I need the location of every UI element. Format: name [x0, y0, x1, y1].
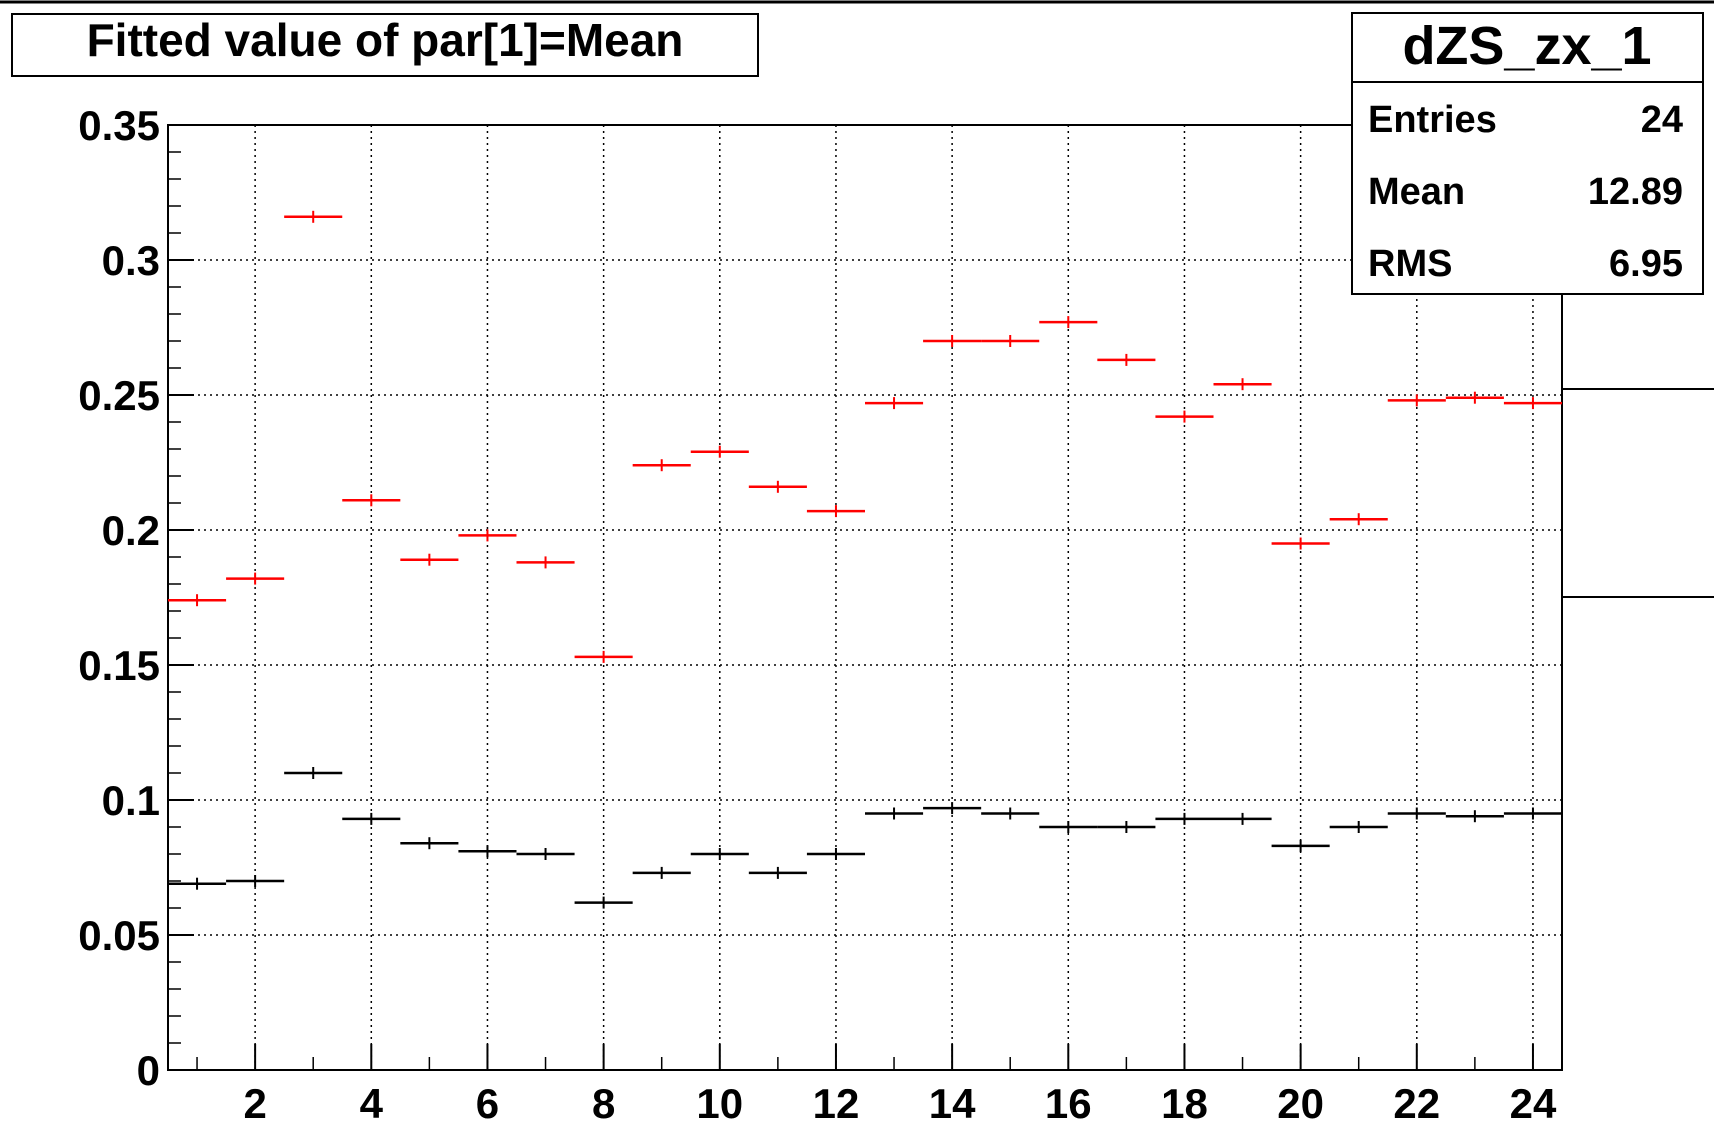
x-tick-label: 10: [696, 1080, 743, 1127]
x-tick-label: 2: [243, 1080, 266, 1127]
data-point: [807, 505, 865, 517]
y-tick-label: 0.15: [78, 642, 160, 689]
stats-box-title: dZS_zx_1: [1402, 16, 1651, 76]
x-tick-label: 22: [1393, 1080, 1440, 1127]
data-point: [691, 848, 749, 860]
data-point: [1388, 394, 1446, 406]
data-point: [1504, 397, 1562, 409]
stats-box: dZS_zx_1 Entries 24 Mean 12.89 RMS 6.95: [1352, 13, 1703, 294]
data-point: [168, 878, 226, 890]
data-point: [226, 875, 284, 887]
data-point: [1097, 354, 1155, 366]
x-tick-label: 16: [1045, 1080, 1092, 1127]
data-point: [1446, 392, 1504, 404]
data-point: [749, 481, 807, 493]
data-point: [981, 808, 1039, 820]
data-point: [865, 808, 923, 820]
data-point: [1388, 808, 1446, 820]
data-point: [1330, 821, 1388, 833]
y-tick-label: 0: [137, 1047, 160, 1094]
data-point: [575, 897, 633, 909]
y-tick-label: 0.2: [102, 507, 160, 554]
x-tick-label: 14: [929, 1080, 976, 1127]
data-point: [633, 459, 691, 471]
stats-value-mean: 12.89: [1588, 171, 1683, 213]
data-point: [749, 867, 807, 879]
y-tick-label: 0.1: [102, 777, 160, 824]
y-tick-label: 0.3: [102, 237, 160, 284]
stats-value-rms: 6.95: [1609, 243, 1683, 285]
data-point: [981, 335, 1039, 347]
x-tick-label: 12: [813, 1080, 860, 1127]
data-point: [1330, 513, 1388, 525]
stats-label-entries: Entries: [1368, 99, 1497, 141]
data-point: [342, 494, 400, 506]
x-tick-label: 20: [1277, 1080, 1324, 1127]
x-tick-label: 18: [1161, 1080, 1208, 1127]
data-point: [284, 767, 342, 779]
data-point: [575, 651, 633, 663]
data-point: [1039, 821, 1097, 833]
x-tick-label: 24: [1510, 1080, 1557, 1127]
data-point: [1214, 378, 1272, 390]
data-point: [691, 446, 749, 458]
x-tick-label: 4: [360, 1080, 384, 1127]
data-point: [458, 529, 516, 541]
x-tick-label: 8: [592, 1080, 615, 1127]
data-point: [807, 848, 865, 860]
data-point: [865, 397, 923, 409]
y-tick-label: 0.05: [78, 912, 160, 959]
data-point: [458, 845, 516, 857]
axis-layer: 00.050.10.150.20.250.30.352 4 6 8 10 12 14 16 18…: [78, 102, 1562, 1127]
stats-label-rms: RMS: [1368, 243, 1452, 285]
data-point: [400, 554, 458, 566]
x-tick-label: 6: [476, 1080, 499, 1127]
data-point: [923, 802, 981, 814]
data-point: [1272, 538, 1330, 550]
data-point: [168, 594, 226, 606]
data-point: [633, 867, 691, 879]
series-layer: [168, 211, 1562, 909]
y-tick-label: 0.35: [78, 102, 160, 149]
data-point: [400, 837, 458, 849]
data-point: [342, 813, 400, 825]
data-point: [517, 556, 575, 568]
data-point: [517, 848, 575, 860]
data-point: [226, 573, 284, 585]
data-point: [923, 335, 981, 347]
data-point: [1097, 821, 1155, 833]
data-point: [1155, 411, 1213, 423]
stats-label-mean: Mean: [1368, 171, 1465, 213]
data-point: [1504, 808, 1562, 820]
chart-title: Fitted value of par[1]=Mean: [87, 14, 684, 66]
data-point: [284, 211, 342, 223]
y-tick-label: 0.25: [78, 372, 160, 419]
data-point: [1272, 840, 1330, 852]
data-point: [1446, 810, 1504, 822]
stats-value-entries: 24: [1641, 99, 1683, 141]
data-point: [1039, 316, 1097, 328]
data-point: [1155, 813, 1213, 825]
data-point: [1214, 813, 1272, 825]
